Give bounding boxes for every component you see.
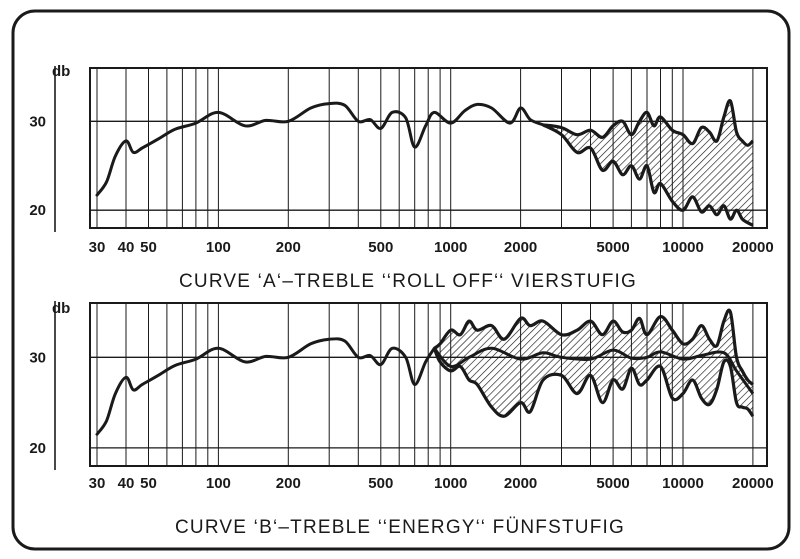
x-tick-label: 30 — [89, 239, 106, 256]
band-upper-curve — [542, 98, 755, 147]
x-tick-label: 5000 — [596, 475, 629, 492]
main-response-curve — [95, 337, 436, 436]
chart-b-y-ticks: 30 20 — [29, 349, 46, 457]
chart-a-curve-layer — [95, 101, 545, 197]
chart-a-y-ticks: 30 20 — [29, 113, 46, 219]
band-lower-curve — [542, 123, 754, 227]
chart-b-curve-layer — [95, 337, 755, 436]
chart-a-x-ticks: 30 40 50 100 200 500 1000 2000 5000 10000 20000 — [89, 239, 774, 256]
x-tick-label: 200 — [276, 475, 301, 492]
x-tick-label: 5000 — [596, 239, 629, 256]
response-band-fill — [434, 310, 753, 417]
x-tick-label: 20000 — [732, 239, 774, 256]
chart-a-band-layer — [542, 98, 755, 227]
y-tick-label: 20 — [29, 202, 46, 219]
x-tick-label: 50 — [140, 475, 157, 492]
x-tick-label: 500 — [368, 475, 393, 492]
x-tick-label: 200 — [276, 239, 301, 256]
x-tick-label: 2000 — [504, 239, 537, 256]
y-tick-label: 30 — [29, 349, 46, 366]
x-tick-label: 100 — [206, 239, 231, 256]
main-response-curve — [95, 101, 545, 197]
x-tick-label: 50 — [140, 239, 157, 256]
x-tick-label: 40 — [118, 475, 135, 492]
x-tick-label: 1000 — [434, 475, 467, 492]
chart-b: db 30 40 50 100 200 500 1000 2000 5000 10000 20000… — [29, 300, 773, 538]
chart-a-y-axis-label: db — [52, 63, 70, 80]
band-upper-curve — [433, 308, 754, 386]
chart-a-grid — [54, 66, 768, 232]
y-tick-label: 30 — [29, 113, 46, 130]
chart-a: db 30 40 50 100 200 500 1000 2000 5000 10000 20000… — [29, 63, 773, 292]
x-tick-label: 10000 — [662, 475, 704, 492]
chart-b-y-axis-label: db — [52, 300, 70, 317]
center-response-curve — [433, 346, 755, 395]
x-tick-label: 10000 — [662, 239, 704, 256]
chart-b-caption: CURVE ‘B‘–TREBLE ‘‘ENERGY‘‘ FÜNFSTUFIG — [175, 517, 625, 538]
chart-a-caption: CURVE ‘A‘–TREBLE ‘‘ROLL OFF‘‘ VIERSTUFIG — [179, 271, 637, 292]
y-tick-label: 20 — [29, 440, 46, 457]
x-tick-label: 2000 — [504, 475, 537, 492]
x-tick-label: 30 — [89, 475, 106, 492]
x-tick-label: 40 — [118, 239, 135, 256]
chart-b-x-ticks: 30 40 50 100 200 500 1000 2000 5000 10000 20000 — [89, 475, 774, 492]
band-lower-curve — [432, 347, 755, 418]
x-tick-label: 1000 — [434, 239, 467, 256]
x-tick-label: 500 — [368, 239, 393, 256]
chart-b-band-layer — [432, 308, 755, 418]
x-tick-label: 100 — [206, 475, 231, 492]
x-tick-label: 20000 — [732, 475, 774, 492]
